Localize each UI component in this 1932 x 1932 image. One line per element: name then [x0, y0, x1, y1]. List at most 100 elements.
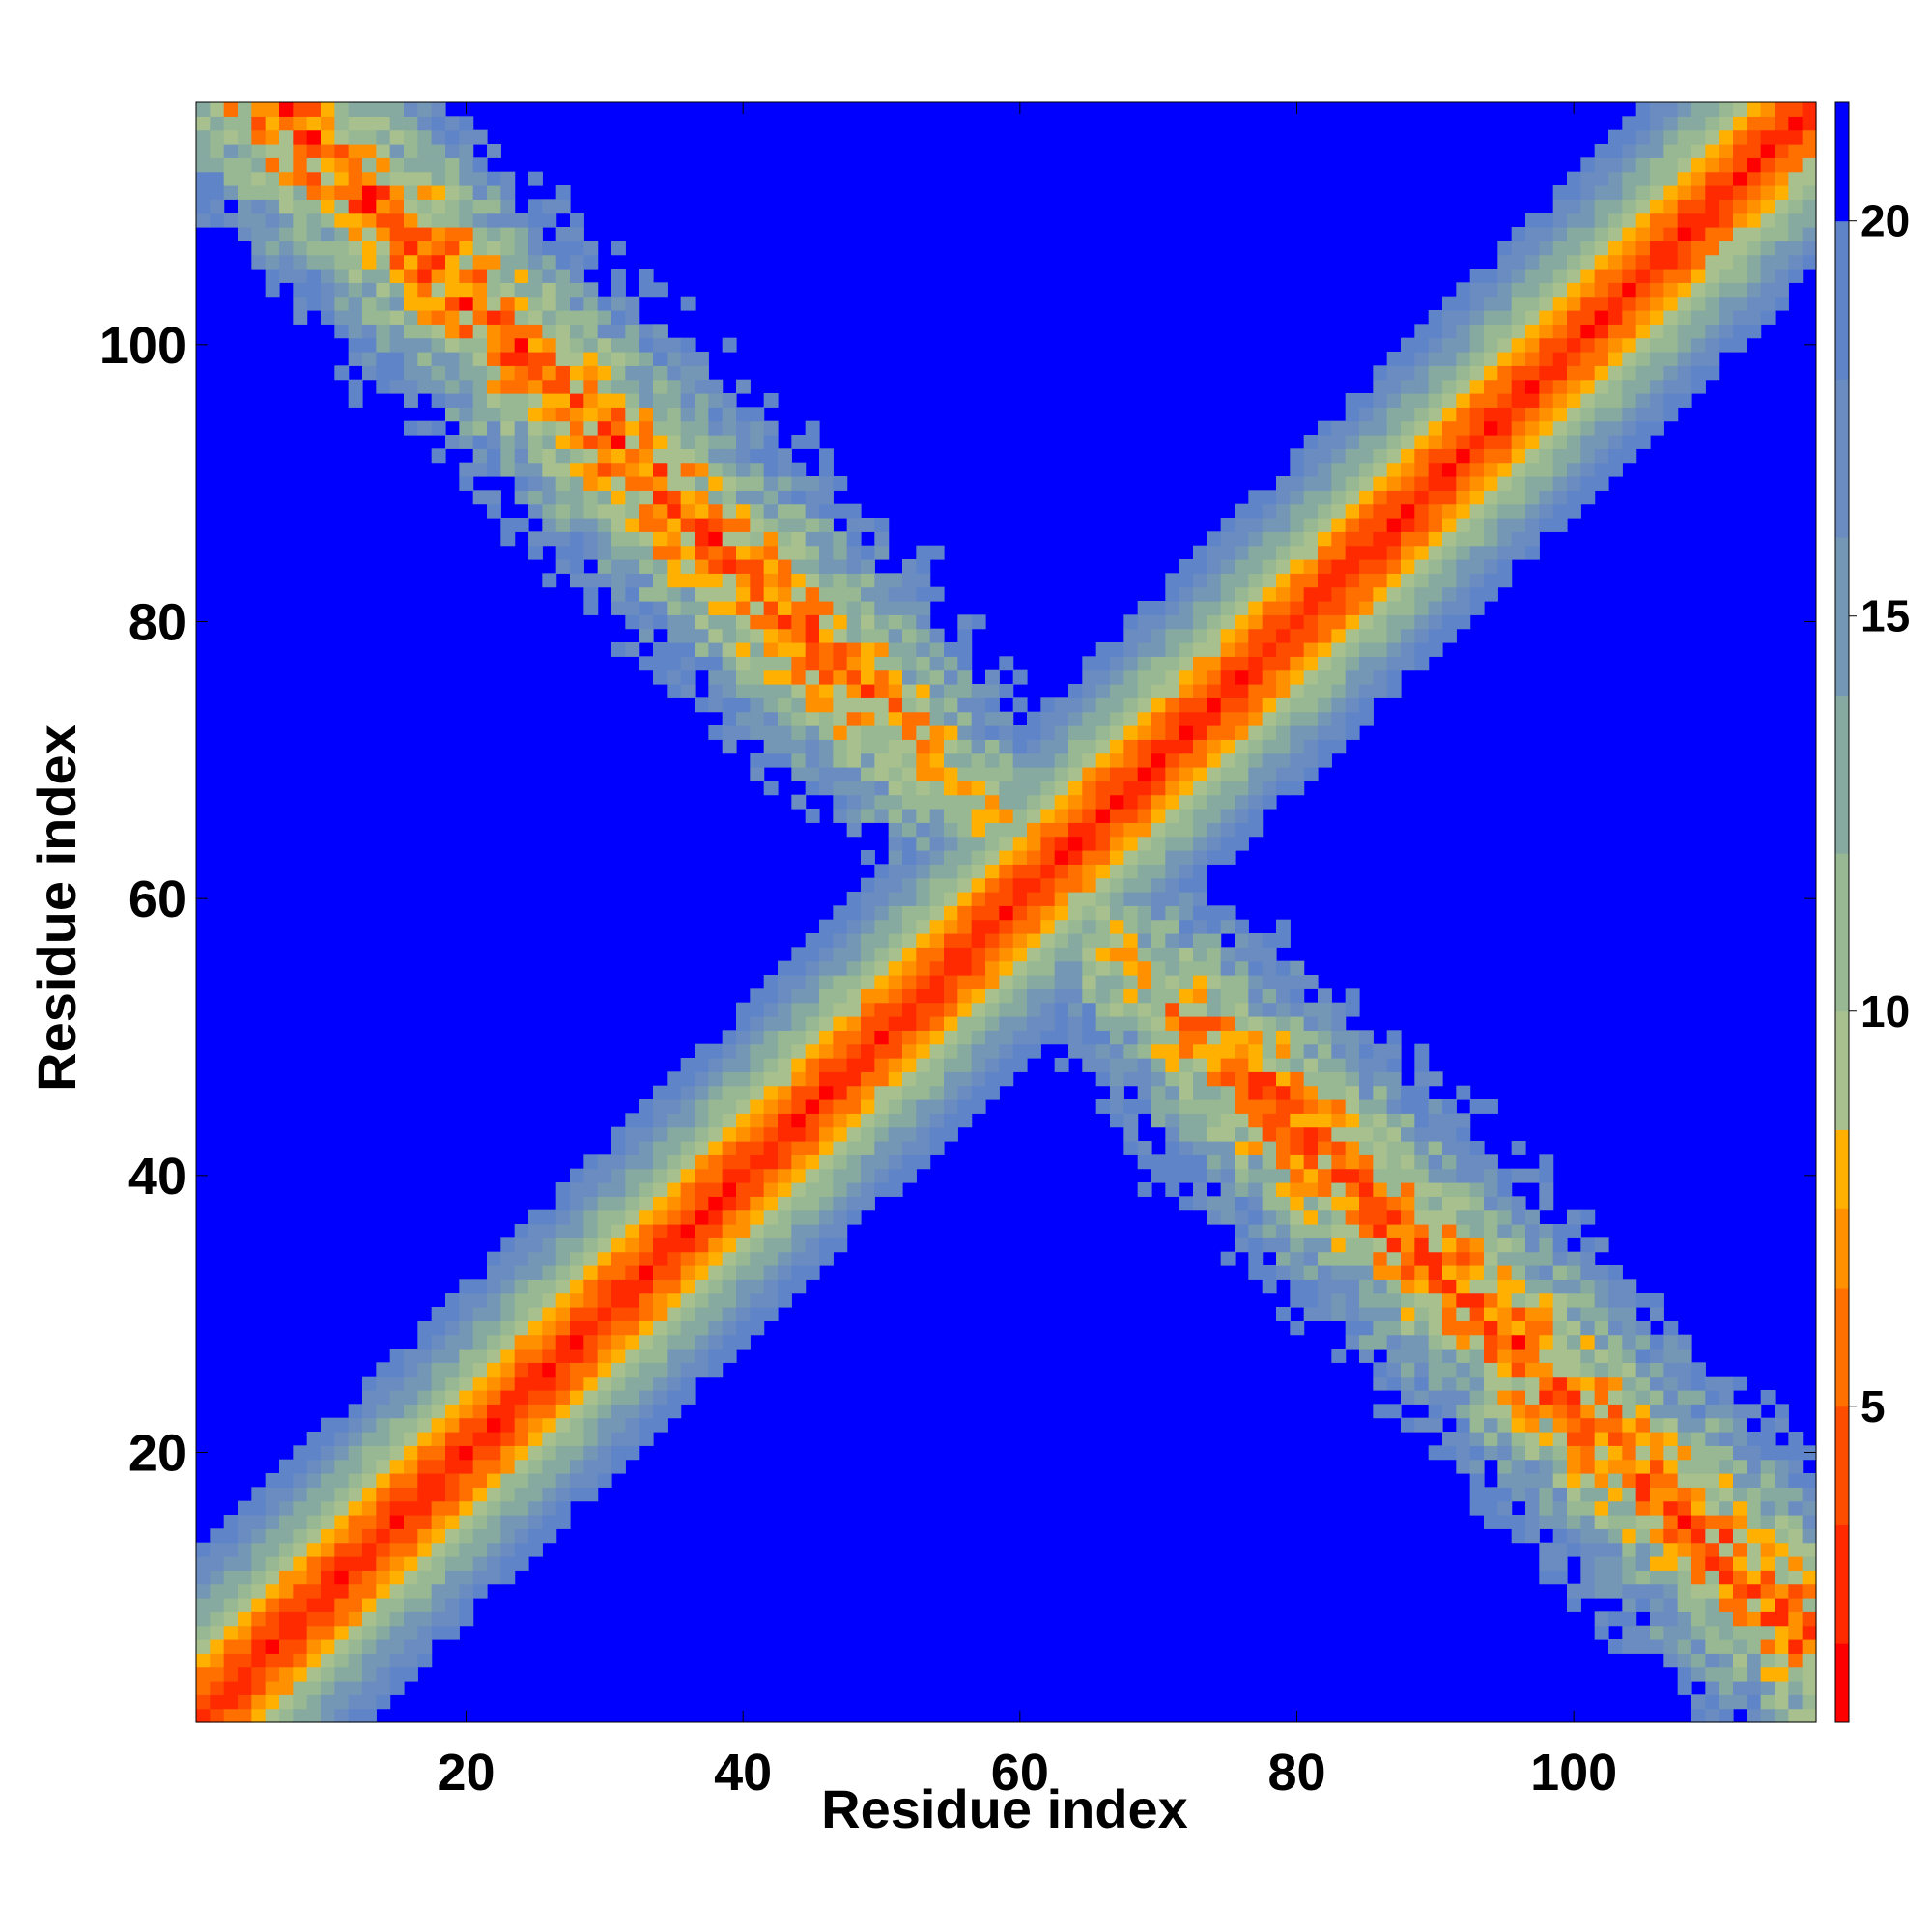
heatmap-cell: [708, 1154, 724, 1170]
heatmap-cell: [1567, 1362, 1581, 1378]
heatmap-cell: [1220, 725, 1236, 740]
heatmap-cell: [1262, 975, 1277, 989]
heatmap-cell: [597, 352, 612, 366]
heatmap-cell: [376, 1598, 391, 1612]
heatmap-cell: [1179, 669, 1194, 685]
heatmap-cell: [625, 310, 640, 325]
heatmap-cell: [902, 933, 917, 948]
heatmap-cell: [1331, 1224, 1347, 1238]
heatmap-cell: [1635, 1376, 1651, 1391]
heatmap-cell: [1068, 975, 1083, 989]
heatmap-cell: [1318, 601, 1332, 615]
heatmap-cell: [1248, 656, 1264, 671]
heatmap-cell: [500, 1237, 516, 1253]
heatmap-cell: [999, 822, 1014, 838]
heatmap-cell: [999, 905, 1014, 921]
heatmap-cell: [625, 642, 640, 657]
heatmap-cell: [708, 669, 724, 685]
heatmap-cell: [1207, 1002, 1222, 1017]
heatmap-cell: [1068, 781, 1083, 796]
heatmap-cell: [1428, 586, 1443, 602]
heatmap-cell: [487, 1390, 501, 1405]
heatmap-cell: [1635, 1500, 1651, 1516]
heatmap-cell: [874, 1085, 890, 1100]
heatmap-cell: [1401, 379, 1415, 394]
heatmap-cell: [763, 988, 779, 1004]
heatmap-cell: [1552, 324, 1568, 339]
heatmap-cell: [1663, 213, 1679, 228]
heatmap-cell: [570, 227, 584, 242]
heatmap-cell: [1484, 1168, 1498, 1183]
heatmap-cell: [874, 781, 890, 796]
heatmap-cell: [1719, 1390, 1734, 1405]
heatmap-cell: [1552, 435, 1568, 449]
heatmap-cell: [1290, 753, 1305, 768]
heatmap-cell: [736, 1307, 751, 1321]
heatmap-cell: [695, 628, 709, 643]
heatmap-cell: [1733, 171, 1747, 186]
heatmap-cell: [819, 1196, 834, 1211]
heatmap-cell: [944, 781, 958, 796]
heatmap-cell: [722, 518, 737, 532]
heatmap-cell: [1012, 960, 1028, 976]
heatmap-cell: [1525, 1168, 1540, 1183]
heatmap-cell: [653, 1099, 668, 1114]
heatmap-cell: [1303, 586, 1319, 602]
heatmap-cell: [1235, 809, 1249, 823]
heatmap-cell: [306, 129, 322, 145]
heatmap-cell: [1386, 1071, 1402, 1087]
heatmap-cell: [1635, 1598, 1651, 1612]
heatmap-cell: [196, 1583, 211, 1599]
heatmap-cell: [1095, 1043, 1111, 1059]
heatmap-cell: [1220, 1154, 1236, 1170]
heatmap-cell: [778, 503, 792, 519]
heatmap-cell: [833, 586, 848, 602]
heatmap-cell: [1428, 1362, 1443, 1378]
heatmap-cell: [667, 1349, 682, 1363]
heatmap-cell: [1359, 531, 1374, 547]
heatmap-cell: [1511, 1404, 1526, 1419]
heatmap-cell: [791, 947, 807, 962]
heatmap-cell: [404, 365, 418, 381]
heatmap-cell: [570, 324, 584, 339]
heatmap-cell: [1235, 1237, 1249, 1253]
heatmap-cell: [348, 129, 363, 145]
heatmap-cell: [1525, 324, 1540, 339]
heatmap-cell: [1386, 656, 1402, 671]
heatmap-cell: [1428, 573, 1443, 588]
heatmap-cell: [487, 1417, 501, 1433]
heatmap-cell: [805, 1016, 820, 1031]
heatmap-cell: [1414, 1196, 1430, 1211]
heatmap-cell: [445, 199, 460, 214]
heatmap-cell: [1220, 669, 1236, 685]
heatmap-cell: [722, 628, 737, 643]
heatmap-cell: [321, 254, 335, 270]
heatmap-cell: [1525, 1528, 1540, 1544]
heatmap-cell: [680, 656, 696, 671]
heatmap-cell: [555, 185, 571, 200]
heatmap-cell: [1359, 559, 1374, 574]
heatmap-cell: [542, 241, 557, 256]
heatmap-cell: [1663, 1349, 1679, 1363]
heatmap-cell: [888, 933, 903, 948]
heatmap-cell: [334, 129, 350, 145]
heatmap-cell: [611, 545, 626, 560]
heatmap-cell: [819, 1099, 834, 1114]
heatmap-cell: [722, 586, 737, 602]
heatmap-cell: [1497, 518, 1513, 532]
heatmap-cell: [1386, 379, 1402, 394]
heatmap-cell: [708, 476, 724, 491]
heatmap-cell: [888, 892, 903, 906]
heatmap-cell: [653, 531, 668, 547]
heatmap-cell: [1567, 1390, 1581, 1405]
heatmap-cell: [833, 614, 848, 630]
heatmap-cell: [819, 1237, 834, 1253]
heatmap-cell: [819, 545, 834, 560]
heatmap-cell: [1207, 559, 1222, 574]
heatmap-cell: [1580, 185, 1596, 200]
heatmap-cell: [791, 1126, 807, 1142]
heatmap-cell: [1497, 573, 1513, 588]
heatmap-cell: [376, 1556, 391, 1571]
heatmap-cell: [680, 337, 696, 353]
heatmap-cell: [916, 1016, 931, 1031]
